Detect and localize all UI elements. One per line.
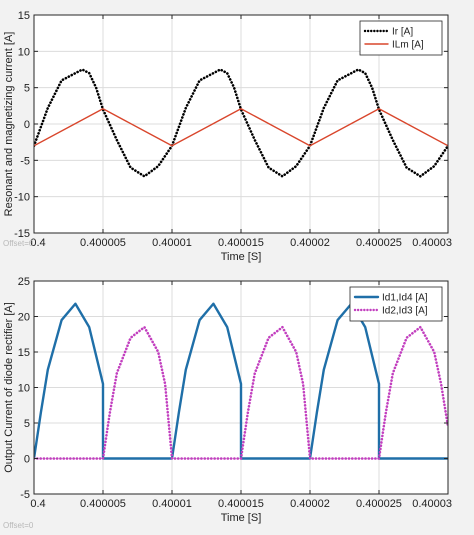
y-tick-label: 10 [18,383,30,395]
y-tick-label: 25 [18,276,30,288]
series-line-2 [34,108,448,147]
x-tick-label: 0.400005 [80,237,126,249]
x-tick-label: 0.400005 [80,498,126,510]
y-tick-label: -10 [14,192,30,204]
x-tick-label: 0.400025 [356,498,402,510]
series-line-1 [34,68,448,178]
x-tick-label: 0.400015 [218,237,264,249]
legend-entry-2: Id2,Id3 [A] [382,306,428,317]
chart-panel-2: 0.4 0.400005 0.40001 0.400015 0.40002 0.40002… [3,276,452,530]
legend-box [359,20,443,56]
y-tick-label: 5 [24,83,30,95]
y-axis-label: Resonant and magnetizing current [A] [3,32,15,217]
offset-label: Offset=0 [3,239,34,248]
y-tick-label: 10 [18,46,30,58]
y-axis-label: Output Current of diode rectifier [A] [3,302,15,473]
x-tick-label: 0.400025 [356,237,402,249]
legend: Id1,Id4 [A] Id2,Id3 [A] [349,286,443,322]
y-tick-label: 20 [18,312,30,324]
x-axis-label: Time [S] [221,251,262,263]
x-tick-label: 0.40001 [152,498,192,510]
y-tick-label: -5 [20,155,30,167]
series-line-2 [34,325,448,460]
y-tick-label: -5 [20,489,30,501]
x-axis-label: Time [S] [221,512,262,524]
x-tick-label: 0.40001 [152,237,192,249]
offset-label: Offset=0 [3,521,34,530]
y-tick-label: 15 [18,347,30,359]
legend-entry-2: ILm [A] [392,40,424,51]
x-tick-label: 0.40002 [290,498,330,510]
x-tick-label: 0.40003 [412,237,452,249]
x-tick-label: 0.4 [30,498,45,510]
legend-box [349,286,443,322]
y-tick-label: 0 [24,454,30,466]
chart-panel-1: 0.4 0.400005 0.40001 0.400015 0.40002 0.40002… [3,10,452,263]
legend-entry-1: Id1,Id4 [A] [382,293,428,304]
legend: Ir [A] ILm [A] [359,20,443,56]
x-tick-label: 0.4 [30,237,45,249]
x-tick-label: 0.400015 [218,498,264,510]
x-tick-label: 0.40003 [412,498,452,510]
y-tick-label: -15 [14,228,30,240]
legend-entry-1: Ir [A] [392,27,413,38]
y-tick-label: 0 [24,119,30,131]
y-tick-label: 15 [18,10,30,22]
y-tick-label: 5 [24,418,30,430]
x-tick-label: 0.40002 [290,237,330,249]
